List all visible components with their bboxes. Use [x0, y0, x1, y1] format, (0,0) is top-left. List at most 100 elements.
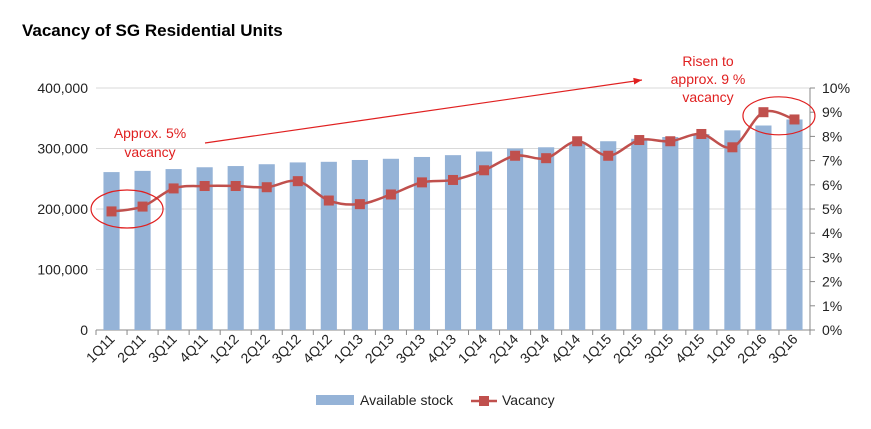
legend-swatch-available-stock [316, 395, 354, 405]
y-left-tick-label: 100,000 [37, 262, 88, 278]
bar-available-stock [289, 162, 306, 330]
vacancy-point [727, 142, 738, 153]
x-tick-label: 1Q13 [330, 331, 366, 367]
x-tick-label: 4Q11 [176, 331, 211, 366]
x-tick-label: 2Q12 [237, 331, 273, 367]
y-right-tick-label: 0% [822, 322, 842, 338]
bar-available-stock [165, 169, 182, 330]
trend-arrow-line [204, 79, 643, 144]
vacancy-point [230, 181, 241, 192]
bar-available-stock [538, 147, 555, 330]
y-right-tick-label: 8% [822, 128, 842, 144]
vacancy-point [603, 150, 614, 161]
legend-label-available-stock: Available stock [360, 392, 454, 408]
bar-available-stock [134, 170, 151, 330]
x-tick-label: 2Q15 [610, 331, 646, 367]
vacancy-point [106, 206, 117, 217]
y-right-tick-label: 4% [822, 225, 842, 241]
y-right-tick-label: 6% [822, 177, 842, 193]
vacancy-point [634, 135, 645, 146]
vacancy-point [448, 174, 458, 185]
x-tick-label: 1Q12 [206, 331, 242, 367]
legend-label-vacancy: Vacancy [502, 392, 555, 408]
x-tick-label: 2Q11 [114, 331, 149, 366]
y-left-tick-label: 200,000 [37, 201, 88, 217]
x-tick-label: 3Q12 [268, 331, 304, 367]
vacancy-point [385, 189, 396, 200]
x-tick-label: 1Q11 [83, 331, 118, 366]
legend: Available stock Vacancy [316, 392, 555, 408]
y-right-tick-label: 1% [822, 298, 842, 314]
highlight-ellipse-start [90, 189, 164, 229]
annotation-start-text: vacancy [124, 144, 175, 160]
vacancy-point [541, 153, 552, 164]
bar-available-stock [103, 172, 120, 330]
y-left-tick-label: 400,000 [37, 80, 88, 96]
vacancy-point [261, 182, 272, 193]
y-right-tick-label: 2% [822, 274, 842, 290]
vacancy-point [292, 176, 303, 187]
annotation-end-text: vacancy [682, 89, 733, 105]
bar-available-stock [227, 166, 244, 330]
x-tick-label: 3Q16 [765, 331, 801, 367]
vacancy-point [168, 183, 179, 194]
vacancy-point [479, 165, 490, 176]
vacancy-point [758, 107, 769, 118]
highlight-ellipse-end [742, 96, 816, 136]
bar-available-stock [320, 161, 337, 330]
bar-available-stock [444, 155, 462, 330]
vacancy-point [510, 150, 521, 161]
x-tick-label: 1Q14 [455, 331, 491, 367]
vacancy-point [323, 195, 334, 206]
x-tick-label: 4Q14 [548, 331, 584, 367]
vacancy-point [354, 199, 365, 210]
y-left-tick-label: 0 [80, 322, 88, 338]
x-tick-label: 2Q16 [734, 331, 770, 367]
x-tick-label: 2Q13 [362, 331, 398, 367]
line-series-vacancy [106, 107, 800, 217]
bar-available-stock [196, 167, 213, 330]
annotations: Approx. 5% vacancy Risen to approx. 9 % vaca… [90, 53, 816, 229]
vacancy-point [789, 114, 800, 125]
vacancy-point [572, 136, 583, 147]
vacancy-point [199, 181, 210, 192]
bar-available-stock [631, 138, 648, 330]
bar-available-stock [786, 119, 803, 331]
x-tick-label: 1Q15 [579, 331, 615, 367]
y-right-tick-label: 5% [822, 201, 842, 217]
vacancy-point [665, 136, 676, 147]
x-tick-label: 3Q15 [641, 331, 677, 367]
y-right-tick-label: 10% [822, 80, 850, 96]
bar-available-stock [693, 133, 710, 330]
bar-available-stock [600, 141, 617, 330]
chart-title: Vacancy of SG Residential Units [22, 21, 283, 40]
y-left-tick-label: 300,000 [37, 141, 88, 157]
bar-available-stock [351, 159, 368, 330]
x-tick-label: 4Q15 [672, 331, 708, 367]
vacancy-point [416, 177, 427, 188]
annotation-end-text: approx. 9 % [671, 71, 746, 87]
bar-available-stock [662, 137, 679, 330]
bar-available-stock [475, 151, 493, 330]
x-tick-label: 4Q12 [299, 331, 335, 367]
bar-available-stock [413, 156, 431, 330]
bar-available-stock [569, 143, 586, 330]
x-tick-label: 4Q13 [424, 331, 460, 367]
annotation-start-text: Approx. 5% [114, 125, 186, 141]
trend-arrow-head [633, 77, 642, 85]
bar-available-stock [755, 125, 772, 330]
bar-available-stock [507, 148, 524, 330]
bar-available-stock [382, 158, 399, 330]
x-tick-label: 1Q16 [703, 331, 739, 367]
vacancy-point [137, 201, 148, 212]
y-right-tick-label: 7% [822, 153, 842, 169]
y-right-tick-label: 9% [822, 104, 842, 120]
x-tick-label: 3Q14 [517, 331, 553, 367]
annotation-end-text: Risen to [682, 53, 734, 69]
bar-series-available-stock [103, 119, 803, 331]
y-right-tick-label: 3% [822, 249, 842, 265]
bar-available-stock [258, 164, 275, 330]
vacancy-point [696, 128, 707, 139]
legend-marker-vacancy [479, 396, 489, 406]
